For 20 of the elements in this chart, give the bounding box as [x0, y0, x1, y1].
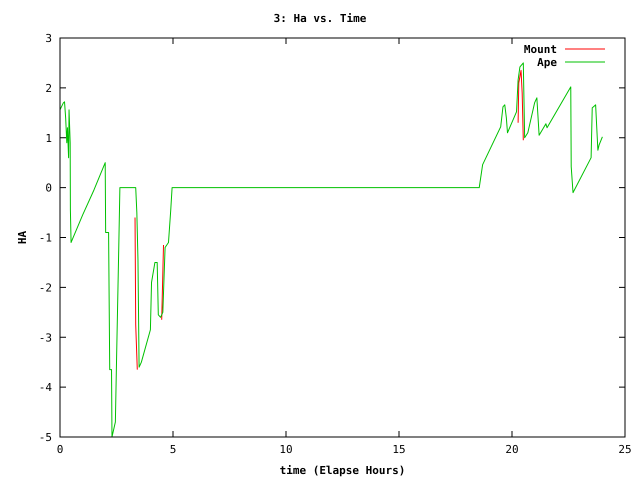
y-tick-label: 0	[45, 182, 52, 195]
y-tick-label: 3	[45, 32, 52, 45]
y-tick-label: 1	[45, 132, 52, 145]
y-tick-label: -4	[38, 381, 52, 394]
x-axis-title: time (Elapse Hours)	[280, 464, 406, 477]
y-tick-label: -5	[38, 431, 52, 444]
y-tick-label: -3	[38, 331, 52, 344]
chart-title: 3: Ha vs. Time	[274, 12, 367, 25]
y-tick-label: -1	[38, 232, 52, 244]
x-tick-label: 20	[505, 443, 519, 456]
y-tick-label: -2	[38, 281, 52, 294]
y-tick-label: 2	[45, 82, 52, 95]
x-tick-label: 5	[170, 443, 176, 456]
x-tick-label: 25	[618, 443, 632, 456]
legend-label: Ape	[537, 56, 558, 69]
x-tick-label: 0	[56, 443, 64, 456]
y-axis-title: HA	[16, 230, 29, 244]
legend-label: Mount	[524, 43, 557, 56]
x-tick-label: 10	[279, 443, 293, 456]
x-tick-label: 15	[392, 443, 406, 456]
